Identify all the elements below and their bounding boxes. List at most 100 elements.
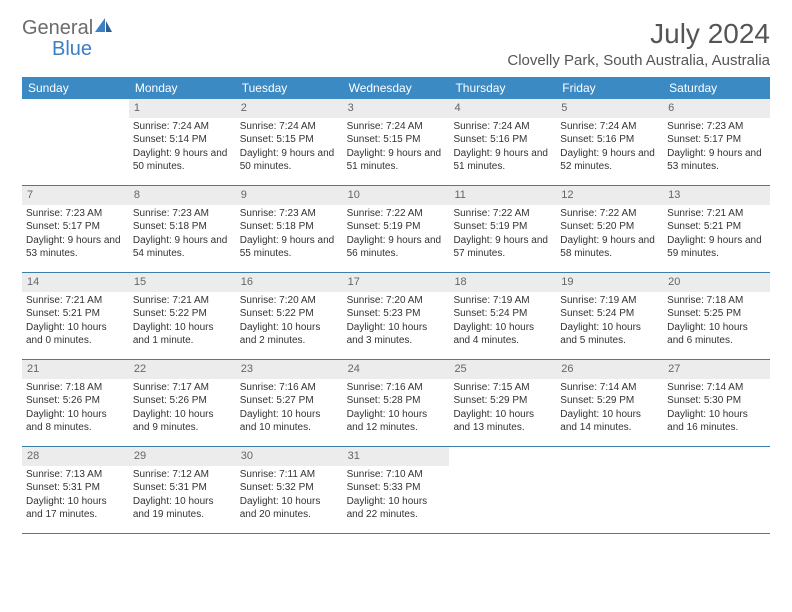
weekday-header: Thursday <box>449 77 556 99</box>
sunrise-text: Sunrise: 7:24 AM <box>560 120 659 134</box>
sunrise-text: Sunrise: 7:22 AM <box>347 207 446 221</box>
sunset-text: Sunset: 5:16 PM <box>453 133 552 147</box>
day-number: 22 <box>129 360 236 379</box>
day-cell: 8Sunrise: 7:23 AMSunset: 5:18 PMDaylight… <box>129 186 236 272</box>
daylight-text: Daylight: 10 hours and 6 minutes. <box>667 321 766 348</box>
day-number: 17 <box>343 273 450 292</box>
sunrise-text: Sunrise: 7:10 AM <box>347 468 446 482</box>
sunset-text: Sunset: 5:19 PM <box>347 220 446 234</box>
daylight-text: Daylight: 10 hours and 14 minutes. <box>560 408 659 435</box>
daylight-text: Daylight: 10 hours and 8 minutes. <box>26 408 125 435</box>
sunset-text: Sunset: 5:16 PM <box>560 133 659 147</box>
sunset-text: Sunset: 5:25 PM <box>667 307 766 321</box>
day-cell <box>556 447 663 533</box>
sunset-text: Sunset: 5:20 PM <box>560 220 659 234</box>
day-cell: 29Sunrise: 7:12 AMSunset: 5:31 PMDayligh… <box>129 447 236 533</box>
sunrise-text: Sunrise: 7:18 AM <box>667 294 766 308</box>
sunrise-text: Sunrise: 7:14 AM <box>667 381 766 395</box>
day-number: 9 <box>236 186 343 205</box>
daylight-text: Daylight: 9 hours and 57 minutes. <box>453 234 552 261</box>
weeks-container: 1Sunrise: 7:24 AMSunset: 5:14 PMDaylight… <box>22 99 770 534</box>
day-cell: 30Sunrise: 7:11 AMSunset: 5:32 PMDayligh… <box>236 447 343 533</box>
daylight-text: Daylight: 10 hours and 12 minutes. <box>347 408 446 435</box>
day-content: Sunrise: 7:15 AMSunset: 5:29 PMDaylight:… <box>449 379 556 439</box>
sunrise-text: Sunrise: 7:24 AM <box>240 120 339 134</box>
sunset-text: Sunset: 5:18 PM <box>133 220 232 234</box>
sunset-text: Sunset: 5:14 PM <box>133 133 232 147</box>
sunset-text: Sunset: 5:19 PM <box>453 220 552 234</box>
day-content: Sunrise: 7:22 AMSunset: 5:20 PMDaylight:… <box>556 205 663 265</box>
day-content: Sunrise: 7:14 AMSunset: 5:30 PMDaylight:… <box>663 379 770 439</box>
day-content: Sunrise: 7:16 AMSunset: 5:27 PMDaylight:… <box>236 379 343 439</box>
daylight-text: Daylight: 9 hours and 53 minutes. <box>667 147 766 174</box>
sunrise-text: Sunrise: 7:20 AM <box>347 294 446 308</box>
day-cell: 24Sunrise: 7:16 AMSunset: 5:28 PMDayligh… <box>343 360 450 446</box>
day-cell: 11Sunrise: 7:22 AMSunset: 5:19 PMDayligh… <box>449 186 556 272</box>
weekday-header: Sunday <box>22 77 129 99</box>
day-cell <box>663 447 770 533</box>
day-content: Sunrise: 7:18 AMSunset: 5:26 PMDaylight:… <box>22 379 129 439</box>
day-number: 19 <box>556 273 663 292</box>
day-number: 21 <box>22 360 129 379</box>
title-block: July 2024 Clovelly Park, South Australia… <box>507 18 770 69</box>
daylight-text: Daylight: 10 hours and 19 minutes. <box>133 495 232 522</box>
sunset-text: Sunset: 5:28 PM <box>347 394 446 408</box>
day-cell: 7Sunrise: 7:23 AMSunset: 5:17 PMDaylight… <box>22 186 129 272</box>
sunset-text: Sunset: 5:30 PM <box>667 394 766 408</box>
day-number: 14 <box>22 273 129 292</box>
day-content: Sunrise: 7:21 AMSunset: 5:21 PMDaylight:… <box>22 292 129 352</box>
sunset-text: Sunset: 5:24 PM <box>560 307 659 321</box>
day-cell: 26Sunrise: 7:14 AMSunset: 5:29 PMDayligh… <box>556 360 663 446</box>
logo-text-2: Blue <box>52 39 115 60</box>
daylight-text: Daylight: 10 hours and 2 minutes. <box>240 321 339 348</box>
sunrise-text: Sunrise: 7:16 AM <box>240 381 339 395</box>
sunrise-text: Sunrise: 7:21 AM <box>133 294 232 308</box>
day-cell: 2Sunrise: 7:24 AMSunset: 5:15 PMDaylight… <box>236 99 343 185</box>
day-content: Sunrise: 7:24 AMSunset: 5:14 PMDaylight:… <box>129 118 236 178</box>
day-cell: 9Sunrise: 7:23 AMSunset: 5:18 PMDaylight… <box>236 186 343 272</box>
daylight-text: Daylight: 9 hours and 52 minutes. <box>560 147 659 174</box>
daylight-text: Daylight: 10 hours and 13 minutes. <box>453 408 552 435</box>
sunset-text: Sunset: 5:26 PM <box>26 394 125 408</box>
daylight-text: Daylight: 9 hours and 50 minutes. <box>240 147 339 174</box>
calendar: SundayMondayTuesdayWednesdayThursdayFrid… <box>22 77 770 534</box>
day-content: Sunrise: 7:23 AMSunset: 5:17 PMDaylight:… <box>663 118 770 178</box>
day-cell: 14Sunrise: 7:21 AMSunset: 5:21 PMDayligh… <box>22 273 129 359</box>
weekday-header: Wednesday <box>343 77 450 99</box>
sunrise-text: Sunrise: 7:22 AM <box>453 207 552 221</box>
logo-sail-icon <box>95 18 113 39</box>
logo-text-wrap: General Blue <box>22 18 115 60</box>
sunset-text: Sunset: 5:32 PM <box>240 481 339 495</box>
day-number: 8 <box>129 186 236 205</box>
sunrise-text: Sunrise: 7:13 AM <box>26 468 125 482</box>
sunrise-text: Sunrise: 7:17 AM <box>133 381 232 395</box>
day-cell: 10Sunrise: 7:22 AMSunset: 5:19 PMDayligh… <box>343 186 450 272</box>
sunset-text: Sunset: 5:29 PM <box>453 394 552 408</box>
day-cell: 28Sunrise: 7:13 AMSunset: 5:31 PMDayligh… <box>22 447 129 533</box>
day-cell: 17Sunrise: 7:20 AMSunset: 5:23 PMDayligh… <box>343 273 450 359</box>
sunset-text: Sunset: 5:31 PM <box>133 481 232 495</box>
day-content: Sunrise: 7:21 AMSunset: 5:22 PMDaylight:… <box>129 292 236 352</box>
day-cell: 23Sunrise: 7:16 AMSunset: 5:27 PMDayligh… <box>236 360 343 446</box>
month-title: July 2024 <box>507 18 770 50</box>
day-content: Sunrise: 7:24 AMSunset: 5:15 PMDaylight:… <box>343 118 450 178</box>
daylight-text: Daylight: 10 hours and 5 minutes. <box>560 321 659 348</box>
daylight-text: Daylight: 10 hours and 16 minutes. <box>667 408 766 435</box>
day-number: 10 <box>343 186 450 205</box>
day-content: Sunrise: 7:14 AMSunset: 5:29 PMDaylight:… <box>556 379 663 439</box>
day-number: 20 <box>663 273 770 292</box>
day-number: 26 <box>556 360 663 379</box>
sunrise-text: Sunrise: 7:15 AM <box>453 381 552 395</box>
day-content: Sunrise: 7:24 AMSunset: 5:15 PMDaylight:… <box>236 118 343 178</box>
sunset-text: Sunset: 5:22 PM <box>133 307 232 321</box>
daylight-text: Daylight: 10 hours and 20 minutes. <box>240 495 339 522</box>
sunset-text: Sunset: 5:26 PM <box>133 394 232 408</box>
sunrise-text: Sunrise: 7:24 AM <box>453 120 552 134</box>
day-cell: 4Sunrise: 7:24 AMSunset: 5:16 PMDaylight… <box>449 99 556 185</box>
day-cell <box>449 447 556 533</box>
weekday-header: Friday <box>556 77 663 99</box>
day-content: Sunrise: 7:23 AMSunset: 5:17 PMDaylight:… <box>22 205 129 265</box>
day-content: Sunrise: 7:19 AMSunset: 5:24 PMDaylight:… <box>556 292 663 352</box>
day-cell <box>22 99 129 185</box>
sunset-text: Sunset: 5:24 PM <box>453 307 552 321</box>
